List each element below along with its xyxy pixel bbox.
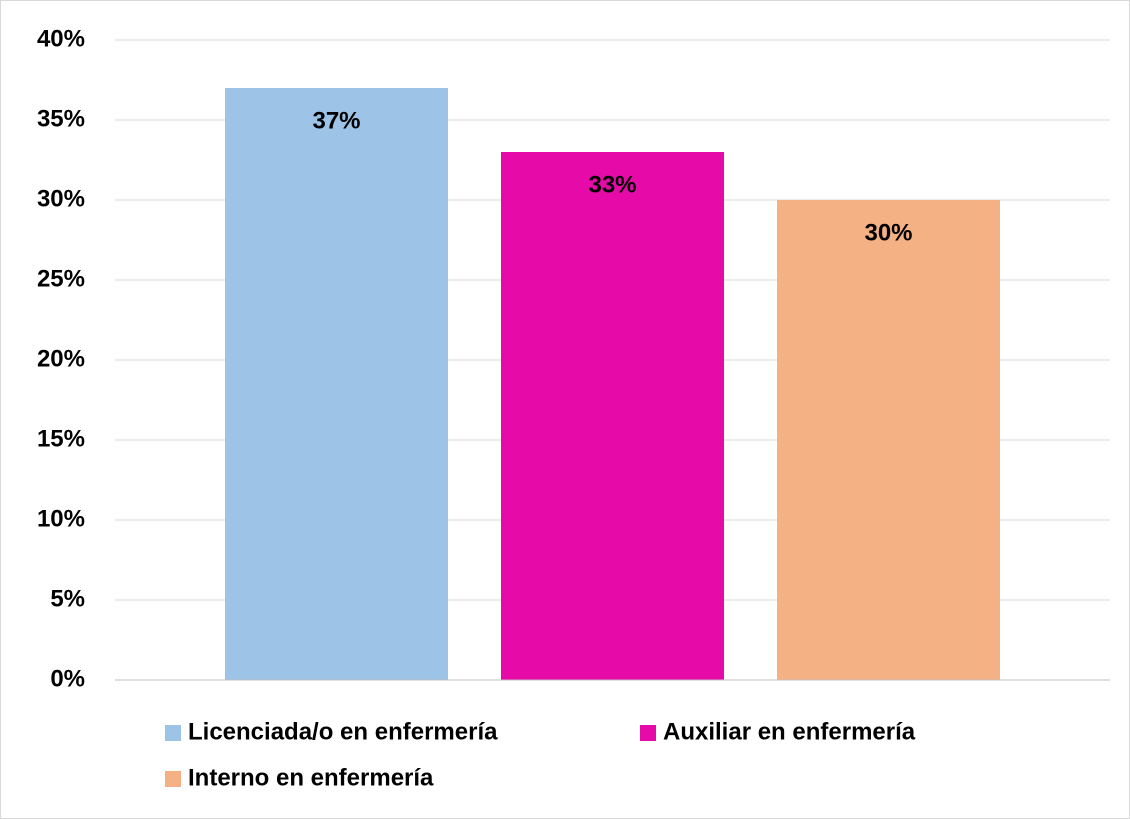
- value-label: 33%: [588, 171, 636, 198]
- legend-label: Auxiliar en enfermería: [663, 718, 916, 745]
- legend-swatch: [640, 725, 656, 741]
- bar: [777, 200, 1000, 680]
- legend-label: Interno en enfermería: [188, 764, 434, 791]
- value-label: 30%: [864, 219, 912, 246]
- y-tick-label: 15%: [37, 425, 85, 452]
- y-tick-label: 30%: [37, 185, 85, 212]
- y-tick-label: 25%: [37, 265, 85, 292]
- y-tick-label: 20%: [37, 345, 85, 372]
- legend-label: Licenciada/o en enfermería: [188, 718, 498, 745]
- y-tick-label: 5%: [50, 585, 85, 612]
- y-tick-label: 40%: [37, 25, 85, 52]
- value-label: 37%: [312, 107, 360, 134]
- legend-swatch: [165, 771, 181, 787]
- bar: [225, 88, 448, 680]
- y-tick-label: 35%: [37, 105, 85, 132]
- bar: [501, 152, 724, 680]
- y-tick-label: 0%: [50, 665, 85, 692]
- legend-swatch: [165, 725, 181, 741]
- y-tick-label: 10%: [37, 505, 85, 532]
